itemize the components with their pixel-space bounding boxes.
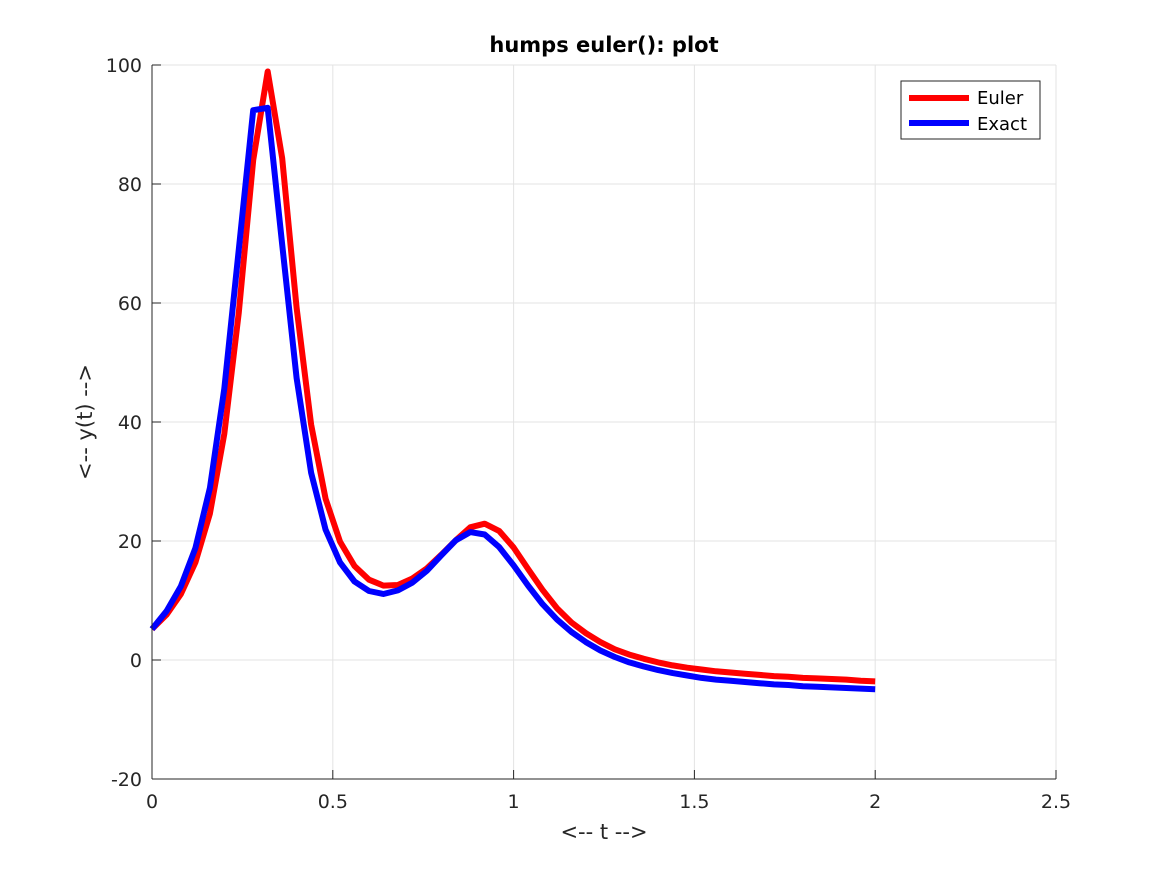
series-line-euler [149, 68, 876, 685]
legend: Euler Exact [900, 80, 1041, 140]
chart-title: humps euler(): plot [489, 33, 718, 57]
legend-label-exact: Exact [977, 114, 1027, 135]
y-axis-label: <-- y(t) --> [73, 364, 97, 480]
legend-box [900, 80, 1041, 140]
x-tick-label-0: 0 [146, 791, 158, 813]
series-line-exact [149, 104, 876, 693]
y-tick-label-2: 20 [118, 531, 142, 553]
series-layer [149, 68, 876, 693]
x-tick-label-5: 2.5 [1041, 791, 1071, 813]
x-axis-label: <-- t --> [560, 820, 647, 844]
x-tick-label-1: 0.5 [318, 791, 348, 813]
y-tick-label-6: 100 [106, 55, 142, 77]
x-tick-label-3: 1.5 [679, 791, 709, 813]
x-tick-label-2: 1 [508, 791, 520, 813]
y-axis-ticks: -20 0 20 40 60 80 100 [106, 55, 161, 791]
y-tick-label-3: 40 [118, 412, 142, 434]
y-tick-label-4: 60 [118, 293, 142, 315]
x-axis-ticks: 0 0.5 1 1.5 2 2.5 [146, 770, 1071, 813]
y-tick-label-0: -20 [111, 769, 142, 791]
y-tick-label-1: 0 [130, 650, 142, 672]
x-tick-label-4: 2 [869, 791, 881, 813]
legend-label-euler: Euler [977, 88, 1024, 109]
y-tick-label-5: 80 [118, 174, 142, 196]
